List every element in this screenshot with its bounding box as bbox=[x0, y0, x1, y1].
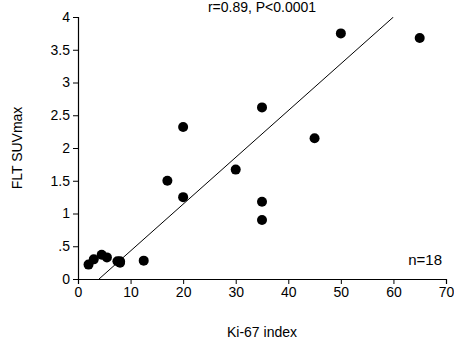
tick-mark bbox=[73, 148, 78, 149]
tick-label: .5 bbox=[58, 238, 70, 254]
tick: 20 bbox=[176, 279, 192, 300]
x-axis-title: Ki-67 index bbox=[227, 324, 297, 340]
chart: 0 10 20 30 40 50 60 70 0 .5 1 1.5 2 2.5 3 3.5 4 r=0.89, P… bbox=[0, 0, 454, 349]
tick-mark bbox=[73, 181, 78, 182]
tick-mark bbox=[73, 246, 78, 247]
point bbox=[178, 122, 188, 132]
tick-label: 0 bbox=[62, 271, 70, 287]
regression-line bbox=[99, 17, 393, 279]
point bbox=[310, 133, 320, 143]
point bbox=[139, 256, 149, 266]
point bbox=[257, 102, 267, 112]
tick-label: 3 bbox=[62, 74, 70, 90]
axis-line bbox=[73, 18, 79, 280]
tick-label: 2 bbox=[62, 140, 70, 156]
point bbox=[257, 215, 267, 225]
point bbox=[102, 252, 112, 262]
tick: 30 bbox=[228, 279, 244, 300]
tick-label: 1 bbox=[62, 205, 70, 221]
tick-label: 20 bbox=[176, 284, 192, 300]
tick-label: 2.5 bbox=[51, 107, 71, 123]
tick: 4 bbox=[62, 9, 78, 25]
title: r=0.89, P<0.0001 bbox=[208, 0, 316, 15]
tick: 0 bbox=[75, 279, 83, 300]
tick: 1 bbox=[62, 205, 78, 221]
tick: 10 bbox=[123, 279, 139, 300]
tick-label: 1.5 bbox=[51, 173, 71, 189]
tick-label: 4 bbox=[62, 9, 70, 25]
tick-label: 3.5 bbox=[51, 42, 71, 58]
tick-label: 70 bbox=[439, 284, 454, 300]
tick: 3 bbox=[62, 74, 78, 90]
point bbox=[115, 258, 125, 268]
tick: 2 bbox=[62, 140, 78, 156]
tick-mark bbox=[73, 115, 78, 116]
tick-mark bbox=[73, 83, 78, 84]
tick-label: 10 bbox=[123, 284, 139, 300]
point bbox=[231, 165, 241, 175]
tick-label: 50 bbox=[334, 284, 350, 300]
plot: 0 10 20 30 40 50 60 70 0 .5 1 1.5 2 2.5 3 3.5 4 bbox=[51, 9, 454, 300]
x-axis: 0 10 20 30 40 50 60 70 bbox=[75, 279, 454, 300]
tick: 3.5 bbox=[51, 42, 78, 58]
tick: 70 bbox=[439, 279, 454, 300]
point bbox=[162, 176, 172, 186]
point bbox=[257, 197, 267, 207]
tick: 1.5 bbox=[51, 173, 78, 189]
annotation: n=18 bbox=[408, 251, 442, 268]
y-axis-title: FLT SUVmax bbox=[9, 107, 25, 190]
tick: 0 bbox=[62, 271, 78, 287]
tick-mark bbox=[73, 17, 78, 18]
tick-mark bbox=[73, 214, 78, 215]
point bbox=[178, 192, 188, 202]
tick-label: 0 bbox=[75, 284, 83, 300]
tick: 60 bbox=[386, 279, 402, 300]
tick-label: 40 bbox=[281, 284, 297, 300]
tick-mark bbox=[73, 279, 78, 280]
y-axis: 0 .5 1 1.5 2 2.5 3 3.5 4 bbox=[51, 9, 79, 287]
tick: 2.5 bbox=[51, 107, 78, 123]
tick-label: 30 bbox=[228, 284, 244, 300]
marks bbox=[84, 17, 425, 279]
tick-mark bbox=[73, 50, 78, 51]
tick: 40 bbox=[281, 279, 297, 300]
tick-label: 60 bbox=[386, 284, 402, 300]
tick: .5 bbox=[58, 238, 78, 254]
point bbox=[415, 33, 425, 43]
tick: 50 bbox=[334, 279, 350, 300]
point bbox=[336, 28, 346, 38]
